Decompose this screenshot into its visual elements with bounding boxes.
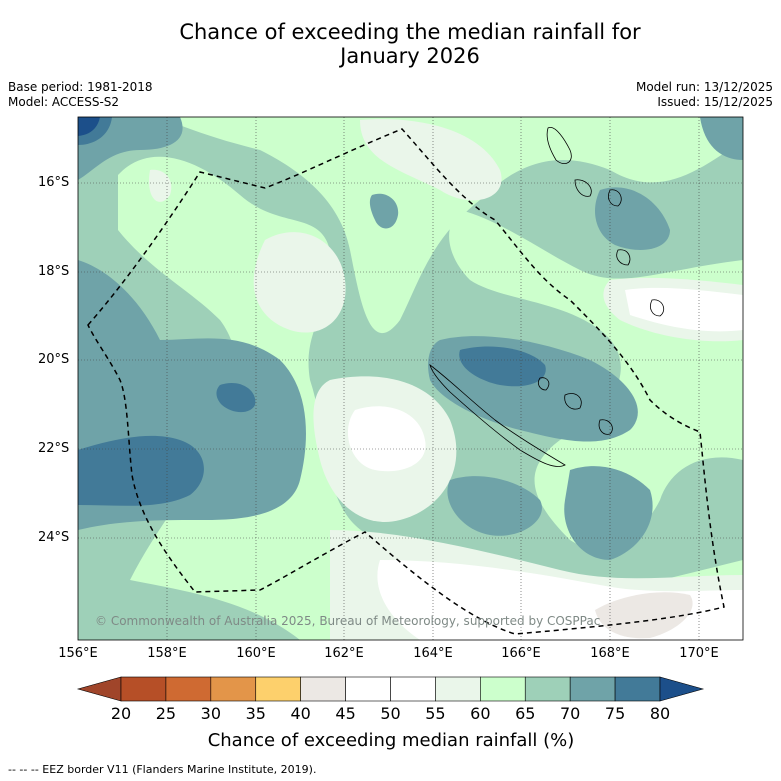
colorbar-tick-label: 80 <box>649 704 671 723</box>
lat-label: 20°S <box>38 352 70 367</box>
colorbar-segment <box>210 676 257 702</box>
lon-label: 162°E <box>324 646 364 661</box>
title-line-2: January 2026 <box>340 44 480 68</box>
band-75-80-west <box>78 435 204 506</box>
band-55-60-a <box>253 232 346 333</box>
issued-date: Issued: 15/12/2025 <box>657 95 773 109</box>
colorbar-tick-label: 70 <box>559 704 581 723</box>
band-55-60-c <box>360 119 502 201</box>
colorbar-tick-label: 75 <box>604 704 626 723</box>
title-line-1: Chance of exceeding the median rainfall … <box>179 20 641 44</box>
band-70-75-se <box>447 476 542 536</box>
lon-label: 156°E <box>58 646 98 661</box>
model-name: Model: ACCESS-S2 <box>8 95 120 109</box>
island-vanuatu <box>546 126 665 317</box>
meta-left: Base period: 1981-2018 Model: ACCESS-S2 <box>8 80 153 110</box>
eez-legend: -- -- -- EEZ border V11 (Flanders Marine… <box>8 763 317 776</box>
band-55-60-f <box>149 169 172 202</box>
eez-border <box>87 128 725 635</box>
lon-label: 164°E <box>413 646 453 661</box>
colorbar-tick-label: 55 <box>425 704 446 723</box>
band-75-80-east <box>459 346 546 387</box>
lon-label: 160°E <box>236 646 276 661</box>
colorbar-segment <box>569 676 616 702</box>
lat-label: 18°S <box>38 264 70 279</box>
band-70-75-ne2 <box>700 117 743 160</box>
meta-right: Model run: 13/12/2025 Issued: 15/12/2025 <box>636 80 773 110</box>
colorbar-segment <box>390 676 436 702</box>
colorbar-extend-high <box>659 676 705 702</box>
band-45-50 <box>595 592 693 639</box>
colorbar-segment <box>435 676 481 702</box>
lat-label: 24°S <box>38 530 70 545</box>
colorbar-tick-label: 65 <box>515 704 536 723</box>
colorbar-segment <box>255 676 301 702</box>
lon-label: 158°E <box>147 646 187 661</box>
colorbar-tick-label: 35 <box>245 704 266 723</box>
colorbar-segment <box>300 676 346 702</box>
band-70-75-ne <box>595 187 670 250</box>
colorbar-tick-label: 30 <box>200 704 221 723</box>
island-loyalty <box>538 377 613 435</box>
lat-label: 22°S <box>38 441 70 456</box>
colorbar-segment <box>524 676 571 702</box>
colorbar-extend-low <box>76 676 122 702</box>
colorbar-segment <box>165 676 212 702</box>
colorbar-tick-label: 20 <box>110 704 132 723</box>
colorbar-tick-label: 60 <box>470 704 491 723</box>
map-frame <box>77 116 744 641</box>
colorbar-segment <box>345 676 391 702</box>
copyright-notice: © Commonwealth of Australia 2025, Bureau… <box>95 614 601 628</box>
band-75-80-nw-core <box>78 117 100 136</box>
colorbar-segment <box>480 676 526 702</box>
island-new-caledonia <box>429 363 566 467</box>
chart-title: Chance of exceeding the median rainfall … <box>80 20 740 68</box>
band-50-55-c <box>625 287 743 332</box>
band-50-55-a <box>347 406 426 472</box>
colorbar-segment <box>614 676 661 702</box>
lon-label: 168°E <box>590 646 630 661</box>
band-70-75-small <box>369 193 399 229</box>
colorbar-segment <box>120 676 167 702</box>
model-run: Model run: 13/12/2025 <box>635 80 773 94</box>
lat-label: 16°S <box>38 175 70 190</box>
band-70-75-south <box>564 466 653 560</box>
lon-label: 166°E <box>501 646 541 661</box>
colorbar <box>76 676 705 702</box>
colorbar-tick-label: 40 <box>290 704 311 723</box>
band-75-80-west2 <box>216 382 256 413</box>
colorbar-title: Chance of exceeding median rainfall (%) <box>207 730 575 751</box>
colorbar-tick-label: 50 <box>380 704 401 723</box>
base-period: Base period: 1981-2018 <box>8 80 153 94</box>
colorbar-tick-label: 45 <box>335 704 356 723</box>
colorbar-tick-label: 25 <box>155 704 177 723</box>
lon-label: 170°E <box>679 646 719 661</box>
